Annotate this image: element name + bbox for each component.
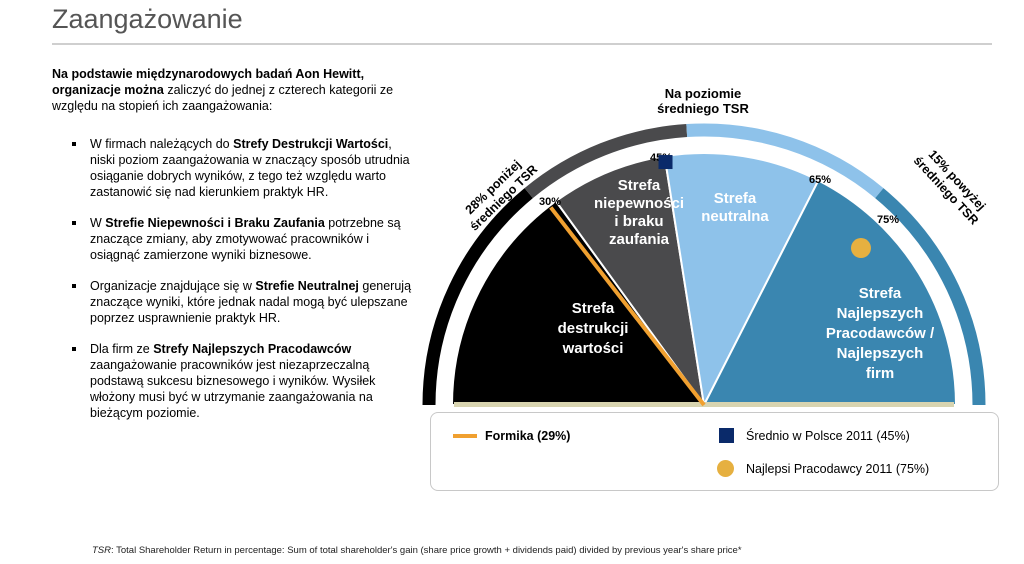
intro-rest: zaliczyć do jednej z czterech kategorii …	[52, 83, 394, 113]
zone-wedge	[450, 199, 706, 406]
legend-average: Średnio w Polsce 2011 (45%)	[719, 428, 910, 443]
average-square-marker	[658, 155, 673, 170]
legend-best: Najlepsi Pracodawcy 2011 (75%)	[717, 460, 929, 477]
top-label: średniego TSR	[657, 101, 749, 116]
bullet-item: Organizacje znajdujące się w Strefie Neu…	[70, 278, 415, 326]
zone-label: Strefa	[714, 190, 757, 207]
bullet-text: generują znaczące wyniki, które jednak n…	[90, 279, 412, 325]
outer-band-segment	[422, 188, 533, 406]
bullet-list: W firmach należących do Strefy Destrukcj…	[70, 136, 415, 436]
bullet-text: Dla firm ze	[90, 342, 154, 356]
outer-band-segment	[686, 123, 884, 199]
outer-band-segment	[875, 188, 986, 406]
title-divider	[52, 43, 992, 45]
square-marker-icon	[719, 428, 734, 443]
legend-label: Najlepsi Pracodawcy 2011 (75%)	[746, 461, 930, 476]
zone-label: zaufania	[609, 231, 670, 248]
bullet-item: W firmach należących do Strefy Destrukcj…	[70, 136, 415, 200]
threshold-label: 75%	[877, 214, 899, 226]
legend-label: Średnio w Polsce 2011 (45%)	[746, 428, 910, 443]
bullet-item: W Strefie Niepewności i Braku Zaufania p…	[70, 215, 415, 263]
page-title: Zaangażowanie	[52, 4, 243, 34]
zone-label: i braku	[614, 213, 663, 230]
formika-marker-line	[549, 206, 706, 407]
footer-abbr: TSR	[92, 545, 111, 556]
bullet-text: potrzebne są znaczące zmiany, aby zmotyw…	[90, 216, 401, 262]
footer-note: TSR: Total Shareholder Return in percent…	[92, 545, 742, 556]
bullet-bold: Strefy Najlepszych Pracodawców	[153, 342, 352, 356]
legend-label: Formika (29%)	[485, 429, 571, 443]
outer-band-segment	[524, 124, 688, 199]
intro-bold: Na podstawie międzynarodowych badań Aon …	[52, 67, 365, 97]
bullet-bold: Strefie Neutralnej	[255, 279, 359, 293]
threshold-label: 65%	[809, 174, 831, 186]
bullet-text: zaangażowanie pracowników jest niezaprze…	[90, 358, 376, 420]
zone-label: Najlepszych	[837, 305, 924, 322]
zone-label: firm	[866, 365, 894, 382]
best-circle-marker	[850, 238, 871, 259]
bullet-item: Dla firm ze Strefy Najlepszych Pracodawc…	[70, 341, 415, 421]
zone-label: Strefa	[572, 300, 615, 317]
bullet-text: , niski poziom zaangażowania w znaczący …	[90, 137, 410, 199]
zone-label: Pracodawców /	[826, 325, 935, 342]
zone-wedge	[663, 152, 820, 409]
zone-label: neutralna	[701, 208, 769, 225]
zone-label: destrukcji	[558, 320, 629, 337]
zone-label: wartości	[562, 340, 624, 357]
zone-label: Strefa	[859, 285, 902, 302]
bullet-text: W	[90, 216, 106, 230]
bullet-text: Organizacje znajdujące się w	[90, 279, 256, 293]
bullet-bold: Strefie Niepewności i Braku Zaufania	[105, 216, 325, 230]
bullet-bold: Strefy Destrukcji Wartości	[233, 137, 389, 151]
formika-line-swatch	[453, 434, 477, 438]
circle-marker-icon	[717, 460, 734, 477]
engagement-gauge: Na poziomie średniego TSR Strefa destrukc…	[422, 86, 988, 409]
intro-text: Na podstawie międzynarodowych badań Aon …	[52, 66, 402, 114]
top-label: Na poziomie	[665, 86, 742, 101]
zone-label: Strefa	[618, 177, 661, 194]
footer-text: : Total Shareholder Return in percentage…	[111, 545, 742, 556]
threshold-label: 30%	[539, 196, 561, 208]
bullet-text: W firmach należących do	[90, 137, 234, 151]
zone-wedge	[702, 179, 958, 406]
zone-label: niepewności	[594, 195, 684, 212]
legend-formika: Formika (29%)	[453, 429, 570, 443]
legend-box: Formika (29%) Średnio w Polsce 2011 (45%…	[430, 412, 999, 491]
zone-label: Najlepszych	[837, 345, 924, 362]
